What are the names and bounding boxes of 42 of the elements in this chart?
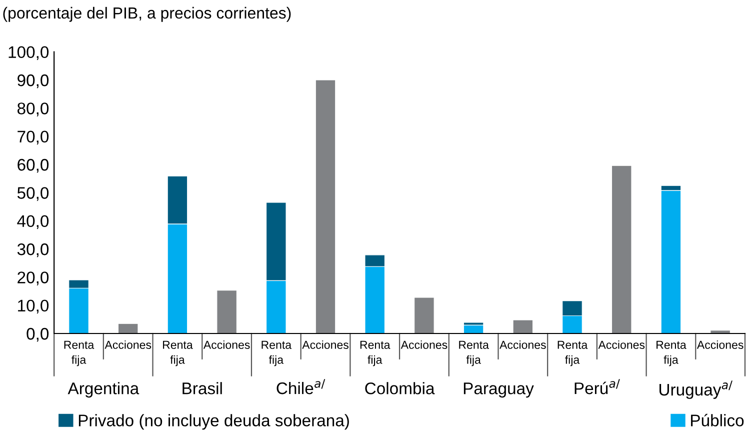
x-tick-label: Renta fija xyxy=(459,340,489,366)
y-tick-label: 60,0 xyxy=(18,158,49,173)
bar xyxy=(315,80,336,334)
x-tick-label: Acciones xyxy=(598,340,645,349)
x-tick-label: Acciones xyxy=(104,340,152,349)
y-tick-label: 0,0 xyxy=(26,328,49,342)
x-tick-label: Acciones xyxy=(302,340,348,349)
y-tick-label: 10,0 xyxy=(18,300,49,314)
y-tick-label: 20,0 xyxy=(18,272,49,286)
bar xyxy=(216,290,237,334)
bar xyxy=(512,320,534,334)
text: Chile$^{a/}$ xyxy=(276,379,326,394)
text: Uruguay$^{a/}$ xyxy=(660,380,732,399)
x-tick-label: Renta fija xyxy=(163,340,193,366)
y-tick-label: 90,0 xyxy=(18,74,49,88)
bar xyxy=(118,323,138,334)
x-tick-label: Renta fija xyxy=(360,340,390,366)
bar xyxy=(414,297,434,334)
x-tick-label: Acciones xyxy=(696,340,744,349)
text: Colombia xyxy=(365,382,435,394)
x-tick-label: Acciones xyxy=(203,340,250,349)
x-tick-label: Renta fija xyxy=(262,340,292,366)
y-tick-label: 70,0 xyxy=(18,130,49,145)
bar xyxy=(611,165,632,334)
y-tick-label: 50,0 xyxy=(17,187,49,201)
y-tick-label: 30,0 xyxy=(17,243,49,258)
x-tick-label: Acciones xyxy=(500,340,546,349)
y-tick-label: 100,0 xyxy=(8,46,49,60)
x-tick-label: Renta fija xyxy=(656,340,686,366)
text: Argentina xyxy=(68,382,140,398)
x-tick-label: Acciones xyxy=(400,340,448,349)
text: Paraguay xyxy=(464,382,534,398)
text: Brasil xyxy=(182,382,222,394)
x-tick-label: Renta fija xyxy=(558,340,588,366)
y-tick-label: 40,0 xyxy=(17,215,49,230)
legend-label: Público xyxy=(691,414,744,426)
x-tick-label: Renta fija xyxy=(64,340,94,366)
y-tick-label: 80,0 xyxy=(18,102,49,116)
legend-label: Privado (no incluye deuda soberana) xyxy=(78,414,349,430)
text: Perú$^{a/}$ xyxy=(574,379,620,394)
chart-title: (porcentaje del PIB, a precios corrientes) xyxy=(3,6,291,22)
bar xyxy=(710,330,730,334)
